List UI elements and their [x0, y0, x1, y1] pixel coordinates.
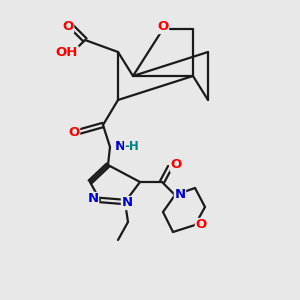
Text: O: O — [195, 218, 207, 232]
Text: -H: -H — [124, 140, 140, 152]
Text: O: O — [62, 20, 74, 32]
Text: N: N — [174, 188, 186, 200]
Text: OH: OH — [56, 46, 78, 59]
Text: N: N — [87, 193, 99, 206]
Text: O: O — [68, 125, 80, 139]
Text: N: N — [114, 140, 126, 152]
Text: N: N — [122, 196, 133, 209]
Text: O: O — [158, 20, 169, 34]
Text: O: O — [170, 158, 182, 172]
